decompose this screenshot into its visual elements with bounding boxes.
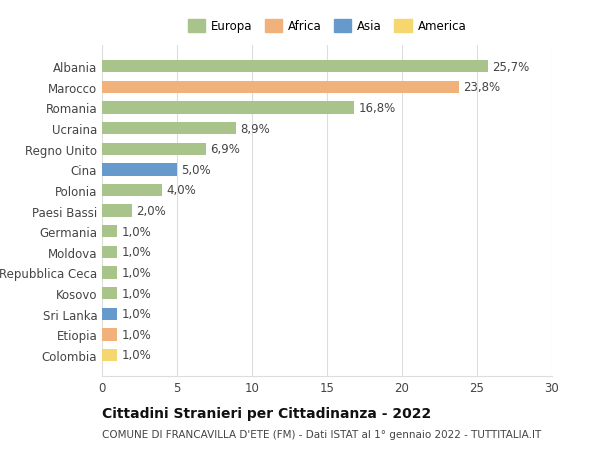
Text: 4,0%: 4,0% (167, 184, 196, 197)
Text: Cittadini Stranieri per Cittadinanza - 2022: Cittadini Stranieri per Cittadinanza - 2… (102, 406, 431, 420)
Text: 2,0%: 2,0% (137, 205, 166, 218)
Bar (102, 225, 117, 238)
Bar (102, 329, 117, 341)
Text: 5,0%: 5,0% (182, 163, 211, 176)
Text: 1,0%: 1,0% (122, 328, 151, 341)
Text: 1,0%: 1,0% (122, 287, 151, 300)
Legend: Europa, Africa, Asia, America: Europa, Africa, Asia, America (188, 20, 466, 34)
Text: 1,0%: 1,0% (122, 246, 151, 259)
Bar (102, 267, 117, 279)
Bar (102, 205, 132, 217)
Text: 6,9%: 6,9% (210, 143, 240, 156)
Bar (102, 287, 117, 300)
Text: 8,9%: 8,9% (240, 123, 270, 135)
Bar (102, 349, 117, 361)
Text: 16,8%: 16,8% (359, 102, 396, 115)
Bar (102, 185, 162, 197)
Text: 1,0%: 1,0% (122, 308, 151, 320)
Bar (102, 164, 177, 176)
Bar (102, 102, 354, 114)
Text: 25,7%: 25,7% (492, 61, 529, 73)
Text: 1,0%: 1,0% (122, 266, 151, 280)
Bar (102, 123, 235, 135)
Bar (102, 82, 459, 94)
Text: 1,0%: 1,0% (122, 225, 151, 238)
Text: COMUNE DI FRANCAVILLA D'ETE (FM) - Dati ISTAT al 1° gennaio 2022 - TUTTITALIA.IT: COMUNE DI FRANCAVILLA D'ETE (FM) - Dati … (102, 429, 541, 439)
Text: 1,0%: 1,0% (122, 349, 151, 362)
Bar (102, 246, 117, 258)
Bar (102, 61, 487, 73)
Text: 23,8%: 23,8% (464, 81, 500, 94)
Bar (102, 308, 117, 320)
Bar (102, 143, 205, 156)
